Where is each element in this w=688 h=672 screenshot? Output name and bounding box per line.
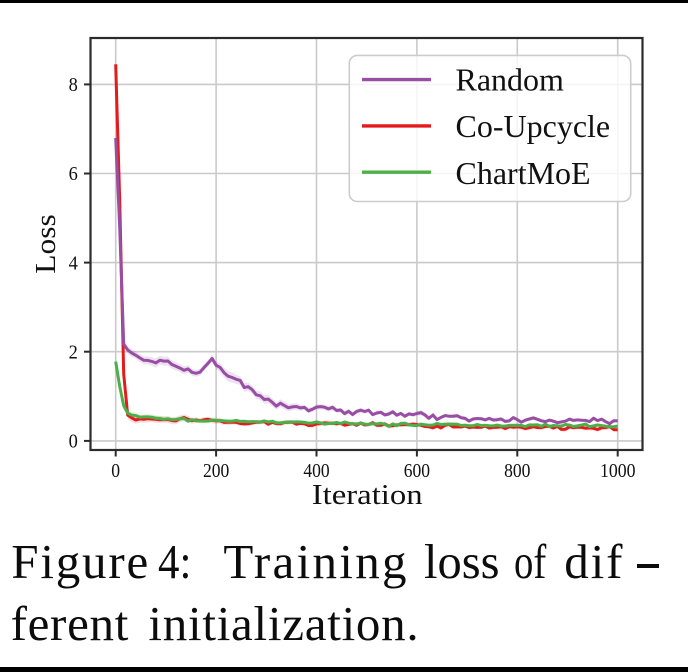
svg-text:600: 600 xyxy=(404,460,430,482)
svg-text:Iteration: Iteration xyxy=(312,480,423,511)
svg-text:400: 400 xyxy=(303,460,329,482)
svg-text:ChartMoE: ChartMoE xyxy=(456,155,591,191)
svg-text:1000: 1000 xyxy=(600,460,636,482)
svg-text:Loss: Loss xyxy=(31,214,62,274)
svg-text:8: 8 xyxy=(69,74,78,96)
svg-text:4: 4 xyxy=(69,252,78,274)
svg-text:Co-Upcycle: Co-Upcycle xyxy=(456,108,611,144)
svg-text:800: 800 xyxy=(504,460,530,482)
svg-text:Random: Random xyxy=(456,62,565,98)
svg-text:6: 6 xyxy=(69,163,78,185)
svg-text:0: 0 xyxy=(69,431,78,453)
svg-text:200: 200 xyxy=(203,460,229,482)
svg-text:0: 0 xyxy=(111,460,120,482)
svg-text:2: 2 xyxy=(69,341,78,363)
